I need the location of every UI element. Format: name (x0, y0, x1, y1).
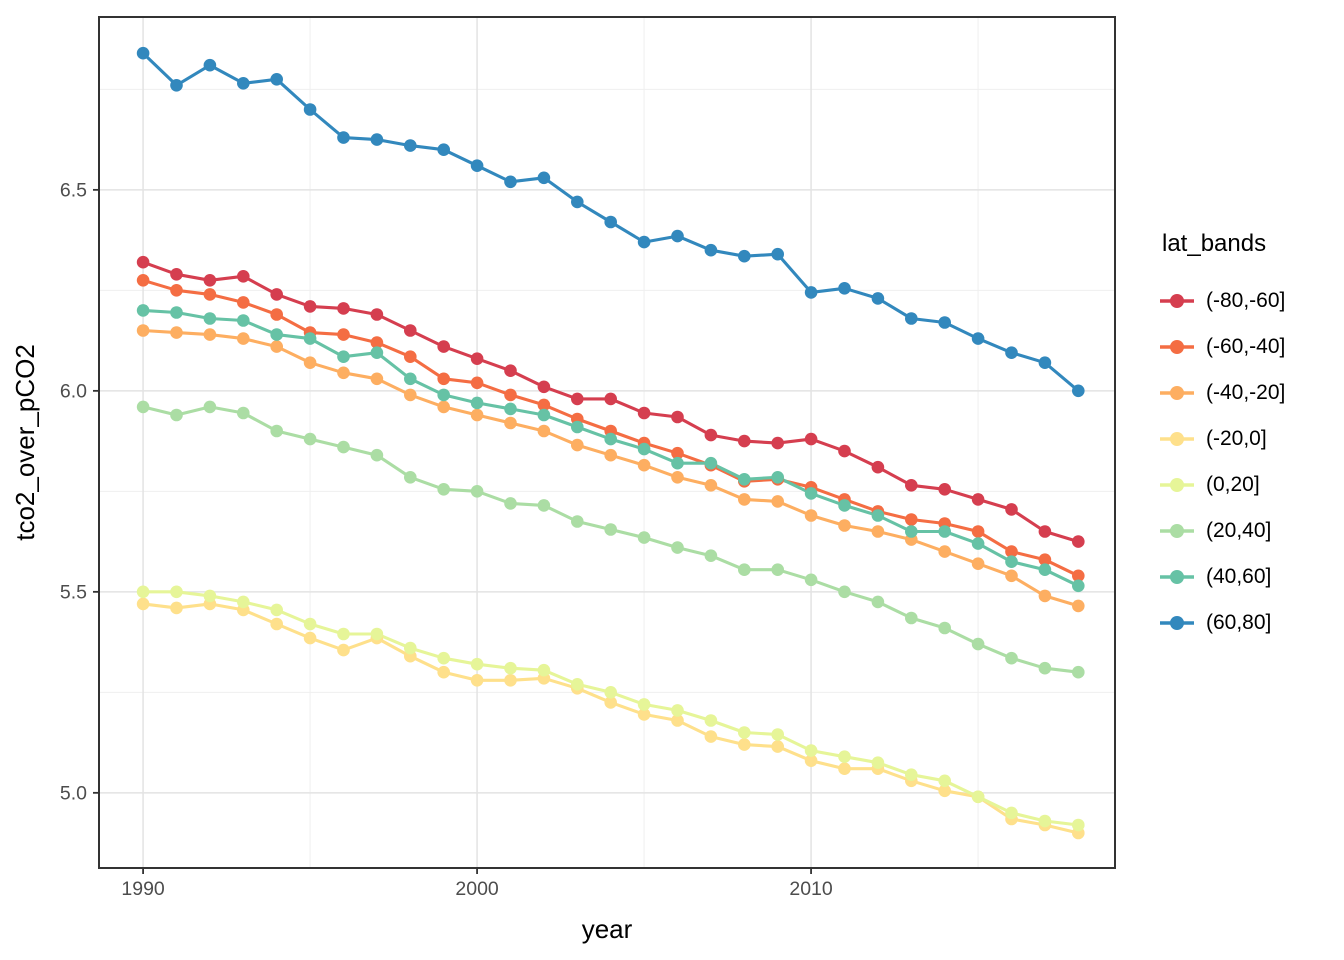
x-tick-label: 2010 (789, 878, 833, 900)
legend-item-label: (-40,-20] (1206, 381, 1286, 404)
legend-item-label: (-80,-60] (1206, 289, 1286, 312)
axis-ticks (93, 188, 812, 874)
panel-border (98, 16, 1116, 869)
legend-item-label: (40,60] (1206, 565, 1272, 588)
legend-key-icon (1160, 294, 1194, 308)
legend-key-icon (1160, 524, 1194, 538)
y-tick-label: 6.0 (60, 380, 87, 402)
legend-item: (20,40] (1160, 508, 1344, 554)
legend-key-icon (1160, 386, 1194, 400)
legend-item: (-20,0] (1160, 416, 1344, 462)
legend-item: (0,20] (1160, 462, 1344, 508)
y-tick-label: 5.5 (60, 581, 87, 603)
y-tick-label: 6.5 (60, 179, 87, 201)
legend-item: (-80,-60] (1160, 278, 1344, 324)
legend-items: (-80,-60] (-60,-40] (-40,-20] (-20,0] (0,20]… (1160, 278, 1344, 646)
legend-key-icon (1160, 340, 1194, 354)
legend-item-label: (60,80] (1206, 611, 1272, 634)
legend-item: (-60,-40] (1160, 324, 1344, 370)
series-points-2 (136, 324, 1085, 613)
legend-item-label: (20,40] (1206, 519, 1272, 542)
y-tick-label: 5.0 (60, 782, 87, 804)
legend-item-label: (-20,0] (1206, 427, 1267, 450)
series-points-6 (136, 304, 1085, 593)
series-points (136, 46, 1085, 840)
series-points-4 (136, 585, 1085, 832)
legend-item: (60,80] (1160, 600, 1344, 646)
legend-key-icon (1160, 432, 1194, 446)
series-points-0 (136, 255, 1085, 548)
x-tick-label: 1990 (121, 878, 165, 900)
series-points-5 (136, 400, 1085, 679)
legend-item-label: (-60,-40] (1206, 335, 1286, 358)
y-axis-title: tco2_over_pCO2 (10, 344, 40, 541)
legend-key-icon (1160, 616, 1194, 630)
legend-key-icon (1160, 478, 1194, 492)
legend-item: (-40,-20] (1160, 370, 1344, 416)
x-axis-title: year (582, 914, 633, 944)
legend-item: (40,60] (1160, 554, 1344, 600)
legend-item-label: (0,20] (1206, 473, 1260, 496)
legend: lat_bands (-80,-60] (-60,-40] (-40,-20] (-2… (1160, 230, 1344, 646)
series-points-7 (136, 46, 1085, 398)
x-tick-label: 2000 (455, 878, 499, 900)
legend-title: lat_bands (1162, 230, 1267, 257)
legend-key-icon (1160, 570, 1194, 584)
